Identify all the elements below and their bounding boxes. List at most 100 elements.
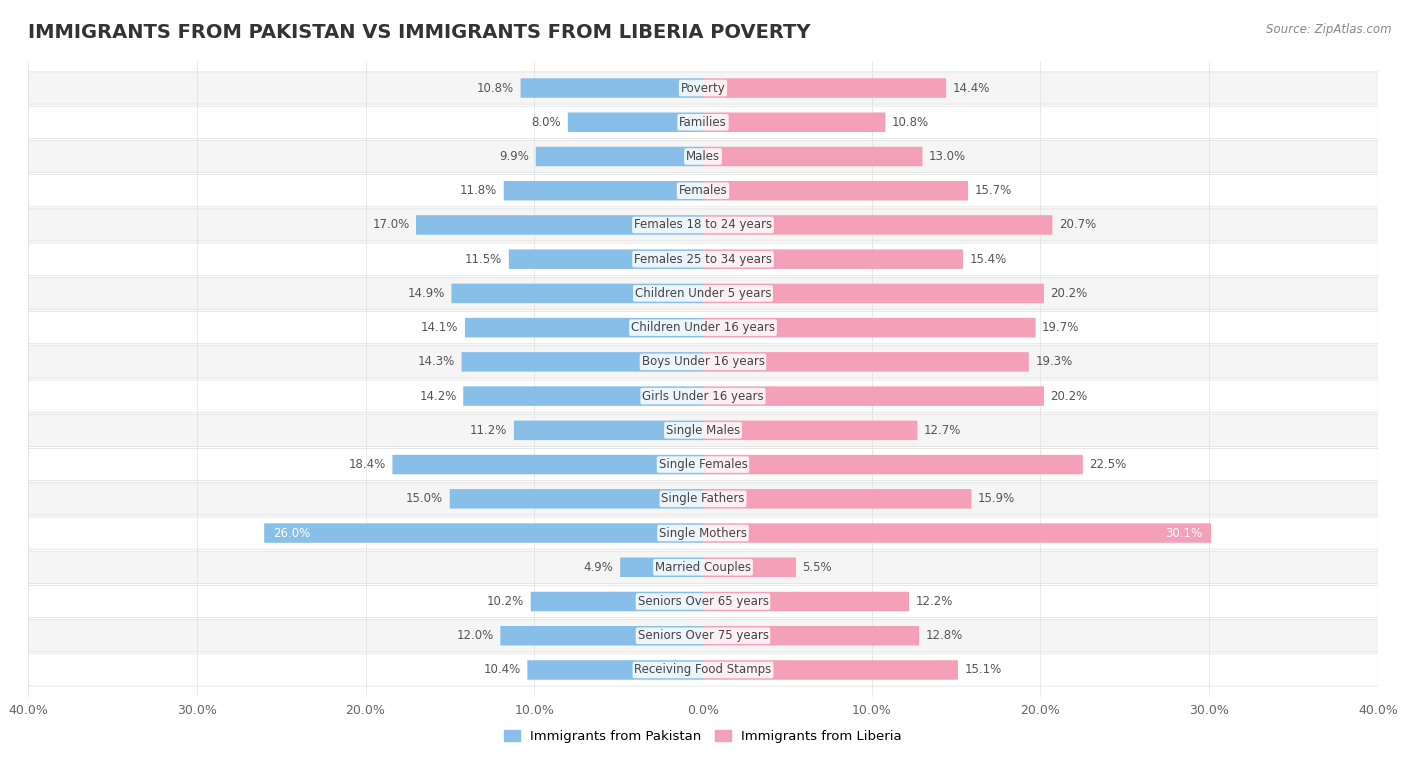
Text: 12.2%: 12.2% (915, 595, 953, 608)
Text: Single Males: Single Males (666, 424, 740, 437)
FancyBboxPatch shape (28, 415, 1378, 446)
Text: 15.9%: 15.9% (979, 492, 1015, 506)
Text: IMMIGRANTS FROM PAKISTAN VS IMMIGRANTS FROM LIBERIA POVERTY: IMMIGRANTS FROM PAKISTAN VS IMMIGRANTS F… (28, 23, 811, 42)
FancyBboxPatch shape (28, 551, 1378, 584)
FancyBboxPatch shape (703, 249, 963, 269)
FancyBboxPatch shape (703, 592, 910, 611)
Text: 13.0%: 13.0% (929, 150, 966, 163)
Text: 20.7%: 20.7% (1059, 218, 1097, 231)
Text: Boys Under 16 years: Boys Under 16 years (641, 356, 765, 368)
Text: Seniors Over 75 years: Seniors Over 75 years (637, 629, 769, 642)
Text: 30.1%: 30.1% (1166, 527, 1202, 540)
FancyBboxPatch shape (703, 523, 1211, 543)
FancyBboxPatch shape (703, 558, 796, 577)
Text: 26.0%: 26.0% (273, 527, 309, 540)
Text: 14.1%: 14.1% (420, 321, 458, 334)
FancyBboxPatch shape (264, 523, 703, 543)
FancyBboxPatch shape (501, 626, 703, 646)
FancyBboxPatch shape (465, 318, 703, 337)
Text: 11.5%: 11.5% (465, 252, 502, 266)
Text: 9.9%: 9.9% (499, 150, 529, 163)
Text: Single Mothers: Single Mothers (659, 527, 747, 540)
FancyBboxPatch shape (568, 112, 703, 132)
FancyBboxPatch shape (620, 558, 703, 577)
Text: 10.8%: 10.8% (477, 82, 515, 95)
FancyBboxPatch shape (503, 181, 703, 200)
FancyBboxPatch shape (28, 277, 1378, 309)
Text: 17.0%: 17.0% (373, 218, 409, 231)
Text: 10.8%: 10.8% (891, 116, 929, 129)
FancyBboxPatch shape (28, 517, 1378, 549)
Text: Single Fathers: Single Fathers (661, 492, 745, 506)
FancyBboxPatch shape (703, 455, 1083, 475)
Text: Poverty: Poverty (681, 82, 725, 95)
FancyBboxPatch shape (703, 660, 957, 680)
Text: 12.7%: 12.7% (924, 424, 962, 437)
FancyBboxPatch shape (28, 346, 1378, 378)
FancyBboxPatch shape (703, 489, 972, 509)
Text: 20.2%: 20.2% (1050, 287, 1088, 300)
Text: 14.3%: 14.3% (418, 356, 456, 368)
FancyBboxPatch shape (513, 421, 703, 440)
FancyBboxPatch shape (509, 249, 703, 269)
Text: Single Females: Single Females (658, 458, 748, 471)
FancyBboxPatch shape (416, 215, 703, 235)
Text: 19.3%: 19.3% (1035, 356, 1073, 368)
FancyBboxPatch shape (28, 140, 1378, 173)
Text: 11.2%: 11.2% (470, 424, 508, 437)
Text: Males: Males (686, 150, 720, 163)
Text: Females 18 to 24 years: Females 18 to 24 years (634, 218, 772, 231)
Text: 12.0%: 12.0% (457, 629, 494, 642)
Text: 15.1%: 15.1% (965, 663, 1001, 676)
FancyBboxPatch shape (28, 585, 1378, 618)
Text: 5.5%: 5.5% (803, 561, 832, 574)
FancyBboxPatch shape (461, 352, 703, 371)
Text: 14.2%: 14.2% (419, 390, 457, 402)
FancyBboxPatch shape (703, 215, 1053, 235)
Text: 10.2%: 10.2% (486, 595, 524, 608)
Text: Seniors Over 65 years: Seniors Over 65 years (637, 595, 769, 608)
Text: 10.4%: 10.4% (484, 663, 520, 676)
FancyBboxPatch shape (527, 660, 703, 680)
FancyBboxPatch shape (28, 380, 1378, 412)
Text: 14.9%: 14.9% (408, 287, 444, 300)
Text: Females: Females (679, 184, 727, 197)
FancyBboxPatch shape (28, 449, 1378, 481)
FancyBboxPatch shape (28, 209, 1378, 241)
FancyBboxPatch shape (703, 421, 918, 440)
FancyBboxPatch shape (530, 592, 703, 611)
FancyBboxPatch shape (703, 318, 1036, 337)
FancyBboxPatch shape (28, 106, 1378, 139)
FancyBboxPatch shape (28, 243, 1378, 275)
Text: Children Under 16 years: Children Under 16 years (631, 321, 775, 334)
FancyBboxPatch shape (703, 78, 946, 98)
Text: 12.8%: 12.8% (925, 629, 963, 642)
FancyBboxPatch shape (28, 654, 1378, 686)
Text: 20.2%: 20.2% (1050, 390, 1088, 402)
Text: Children Under 5 years: Children Under 5 years (634, 287, 772, 300)
Text: Families: Families (679, 116, 727, 129)
Text: Source: ZipAtlas.com: Source: ZipAtlas.com (1267, 23, 1392, 36)
Text: 11.8%: 11.8% (460, 184, 498, 197)
FancyBboxPatch shape (703, 626, 920, 646)
FancyBboxPatch shape (392, 455, 703, 475)
Text: Married Couples: Married Couples (655, 561, 751, 574)
FancyBboxPatch shape (28, 619, 1378, 652)
Legend: Immigrants from Pakistan, Immigrants from Liberia: Immigrants from Pakistan, Immigrants fro… (499, 725, 907, 748)
Text: 19.7%: 19.7% (1042, 321, 1080, 334)
FancyBboxPatch shape (28, 72, 1378, 104)
Text: 15.4%: 15.4% (970, 252, 1007, 266)
FancyBboxPatch shape (520, 78, 703, 98)
FancyBboxPatch shape (450, 489, 703, 509)
Text: 18.4%: 18.4% (349, 458, 385, 471)
FancyBboxPatch shape (703, 283, 1045, 303)
FancyBboxPatch shape (703, 387, 1045, 406)
Text: 15.0%: 15.0% (406, 492, 443, 506)
Text: 8.0%: 8.0% (531, 116, 561, 129)
FancyBboxPatch shape (28, 174, 1378, 207)
Text: 14.4%: 14.4% (953, 82, 990, 95)
FancyBboxPatch shape (703, 181, 969, 200)
FancyBboxPatch shape (703, 112, 886, 132)
FancyBboxPatch shape (703, 352, 1029, 371)
FancyBboxPatch shape (703, 147, 922, 166)
